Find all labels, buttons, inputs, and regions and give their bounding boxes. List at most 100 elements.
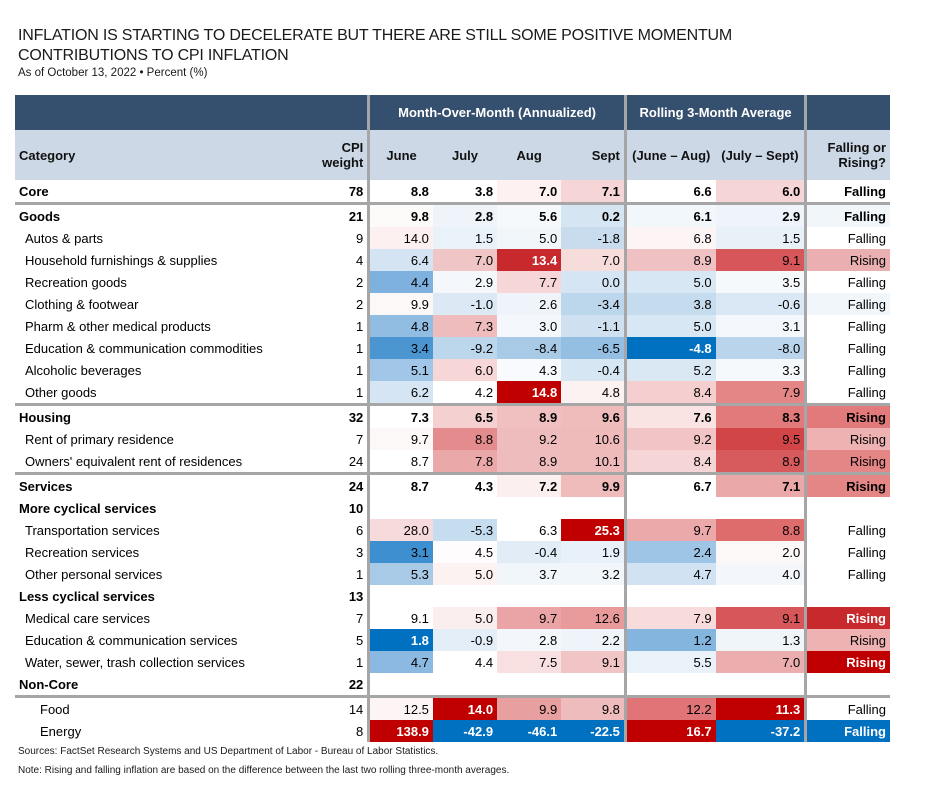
- table-row: Autos & parts 9 14.0 1.5 5.0 -1.8 6.8 1.5 Fallin…: [15, 227, 890, 249]
- cell-trend: [804, 585, 890, 607]
- cell-trend: Falling: [804, 720, 890, 742]
- cell-june-aug: 6.1: [623, 202, 716, 227]
- cell-july: 14.0: [432, 695, 498, 720]
- cell-june: 8.7: [367, 450, 433, 474]
- cell-trend: Rising: [804, 403, 890, 428]
- cell-july: -9.2: [432, 337, 498, 359]
- cell-trend: Rising: [804, 607, 890, 629]
- cell-june-aug: 1.2: [623, 629, 716, 651]
- cell-category: Education & communication services: [25, 632, 238, 648]
- cell-weight: 14: [303, 695, 369, 720]
- cell-sept: 9.9: [561, 472, 626, 497]
- cell-june-aug: 4.7: [623, 563, 716, 585]
- cell-category: Transportation services: [25, 522, 160, 538]
- table-row: Core 78 8.8 3.8 7.0 7.1 6.6 6.0 Falling: [15, 180, 890, 204]
- table-row: Energy 8 138.9 -42.9 -46.1 -22.5 16.7 -37.2 Fall…: [15, 720, 890, 742]
- col-header-june: June: [367, 130, 433, 180]
- cell-sept: 9.1: [561, 651, 626, 673]
- cell-july-sept: 11.3: [715, 695, 806, 720]
- cell-june-aug: 5.0: [623, 271, 716, 293]
- cell-aug: 8.9: [497, 450, 562, 474]
- cell-trend: Falling: [804, 563, 890, 585]
- cell-july-sept: 4.0: [715, 563, 806, 585]
- cell-weight: 78: [348, 183, 364, 199]
- cell-june-aug: 12.2: [623, 695, 716, 720]
- cell-aug: -0.4: [497, 541, 562, 563]
- cell-july: 3.8: [432, 180, 498, 204]
- cell-july-sept: [715, 585, 806, 607]
- col-header-june-aug: (June – Aug): [623, 130, 716, 180]
- cell-june: 12.5: [367, 695, 433, 720]
- cell-june: 9.1: [367, 607, 433, 629]
- table-row: Other personal services 1 5.3 5.0 3.7 3.2 4.7 4…: [15, 563, 890, 585]
- table-row: Education & communication commodities 1 3.…: [15, 337, 890, 359]
- cell-july: 8.8: [432, 428, 498, 450]
- cell-july-sept: 3.1: [715, 315, 806, 337]
- cell-aug: -8.4: [497, 337, 562, 359]
- table-row: Other goods 1 6.2 4.2 14.8 4.8 8.4 7.9 Falling: [15, 381, 890, 405]
- cell-trend: Rising: [804, 472, 890, 497]
- cell-july: 1.5: [432, 227, 498, 249]
- cell-aug: 9.2: [497, 428, 562, 450]
- cell-trend: Rising: [804, 428, 890, 450]
- cell-june: 9.9: [367, 293, 433, 315]
- cell-july-sept: 3.5: [715, 271, 806, 293]
- cell-weight: 10: [348, 500, 364, 516]
- cell-july-sept: 2.0: [715, 541, 806, 563]
- col-header-trend-line1: Falling or: [827, 140, 887, 155]
- cell-category: Autos & parts: [25, 230, 104, 246]
- cell-aug: 3.7: [497, 563, 562, 585]
- cell-july-sept: 8.8: [715, 519, 806, 541]
- cell-trend: Falling: [804, 337, 890, 359]
- cell-aug: -46.1: [497, 720, 562, 742]
- cell-july: 6.5: [432, 403, 498, 428]
- table-row: Food 14 12.5 14.0 9.9 9.8 12.2 11.3 Falling: [15, 695, 890, 720]
- cell-aug: 8.9: [497, 403, 562, 428]
- cell-weight: 7: [356, 610, 364, 626]
- cell-june-aug: 5.5: [623, 651, 716, 673]
- col-header-aug: Aug: [497, 130, 562, 180]
- cell-july-sept: -8.0: [715, 337, 806, 359]
- cell-july: 6.0: [432, 359, 498, 381]
- cell-weight: 24: [303, 472, 369, 497]
- table-row: Non-Core 22: [15, 673, 890, 697]
- cell-aug: 7.7: [497, 271, 562, 293]
- table-row: Transportation services 6 28.0 -5.3 6.3 25.3 9…: [15, 519, 890, 541]
- cell-june-aug: 16.7: [623, 720, 716, 742]
- cell-category: Other goods: [25, 384, 97, 400]
- cell-june-aug: 9.7: [623, 519, 716, 541]
- cell-weight: 22: [348, 676, 364, 692]
- cell-trend: Falling: [804, 359, 890, 381]
- cell-june: 3.1: [367, 541, 433, 563]
- cell-june: 6.4: [367, 249, 433, 271]
- cell-category: Food: [15, 695, 304, 720]
- cell-aug: 7.5: [497, 651, 562, 673]
- table-row: More cyclical services 10: [15, 497, 890, 519]
- cell-july-sept: 9.1: [715, 607, 806, 629]
- cell-july-sept: 8.9: [715, 450, 806, 474]
- cell-sept: 0.2: [561, 202, 626, 227]
- cell-aug: 7.2: [497, 472, 562, 497]
- cell-weight: 32: [303, 403, 369, 428]
- cell-june: 7.3: [367, 403, 433, 428]
- cell-june-aug: [623, 673, 716, 697]
- cell-trend: [804, 497, 890, 519]
- cell-trend: Rising: [804, 629, 890, 651]
- header-group-rolling: Rolling 3-Month Average: [623, 95, 806, 130]
- cell-june-aug: 3.8: [623, 293, 716, 315]
- cell-sept: [561, 585, 626, 607]
- cell-weight: 6: [356, 522, 364, 538]
- cell-sept: [561, 497, 626, 519]
- cell-sept: 10.6: [561, 428, 626, 450]
- cell-june-aug: 9.2: [623, 428, 716, 450]
- cell-aug: 9.7: [497, 607, 562, 629]
- cell-trend: Falling: [804, 381, 890, 405]
- cell-sept: -1.1: [561, 315, 626, 337]
- cell-july: -1.0: [432, 293, 498, 315]
- cell-july-sept: 7.0: [715, 651, 806, 673]
- cell-category: Energy: [40, 723, 82, 739]
- cell-june-aug: 6.7: [623, 472, 716, 497]
- table-row: Goods 21 9.8 2.8 5.6 0.2 6.1 2.9 Falling: [15, 202, 890, 227]
- cell-june-aug: 5.0: [623, 315, 716, 337]
- cell-july-sept: 9.1: [715, 249, 806, 271]
